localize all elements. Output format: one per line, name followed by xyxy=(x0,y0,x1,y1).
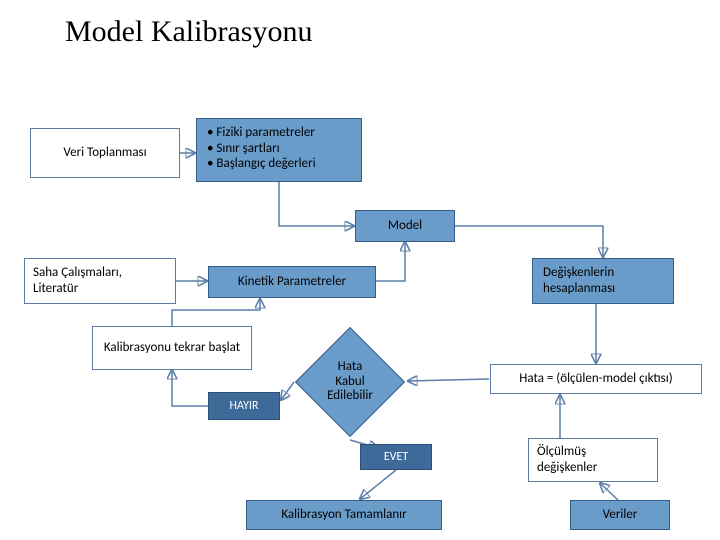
node-degiskenler: Değişkenlerin hesaplanması xyxy=(532,258,674,304)
node-veri-toplanmasi: Veri Toplanması xyxy=(30,128,180,178)
node-evet: EVET xyxy=(360,444,432,470)
node-kinetik: Kinetik Parametreler xyxy=(208,266,376,298)
node-saha: Saha Çalışmaları, Literatür xyxy=(24,258,176,304)
diamond-label: Hata Kabul Edilebilir xyxy=(311,343,389,421)
page-title: Model Kalibrasyonu xyxy=(65,15,312,49)
bullet-baslangic: • Başlangıç değerleri xyxy=(207,156,351,172)
node-tamamlanir: Kalibrasyon Tamamlanır xyxy=(246,500,442,530)
node-model: Model xyxy=(355,210,455,242)
node-olculmus: Ölçülmüş değişkenler xyxy=(528,438,658,482)
node-tekrar: Kalibrasyonu tekrar başlat xyxy=(92,326,252,370)
decision-hata-kabul: Hata Kabul Edilebilir xyxy=(311,343,389,421)
node-hayir: HAYIR xyxy=(208,392,280,420)
node-veriler: Veriler xyxy=(570,500,670,530)
bullet-fiziki: • Fiziki parametreler xyxy=(207,125,351,141)
bullet-sinir: • Sınır şartları xyxy=(207,141,351,157)
node-parametreler: • Fiziki parametreler • Sınır şartları •… xyxy=(196,118,362,182)
node-hata-formula: Hata = (ölçülen-model çıktısı) xyxy=(490,364,702,394)
